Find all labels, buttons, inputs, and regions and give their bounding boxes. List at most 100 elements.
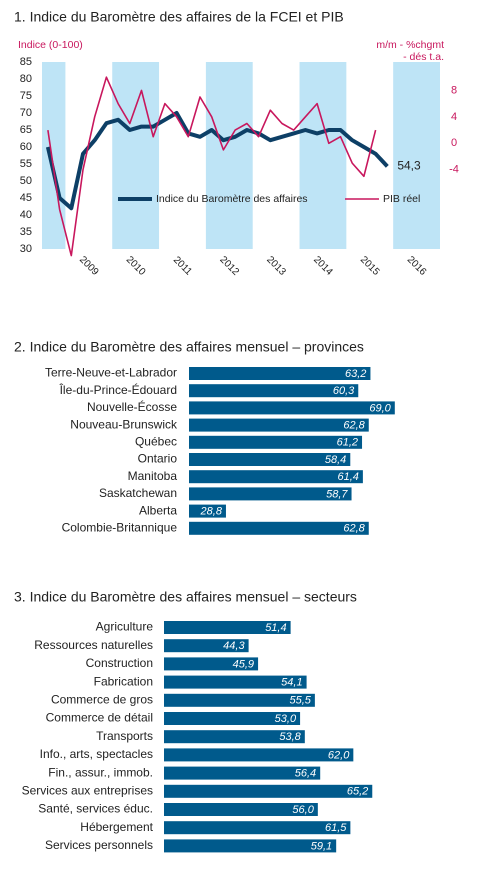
y2-tick-label: 8 — [451, 84, 457, 96]
y-tick-label: 45 — [20, 192, 32, 204]
bar — [164, 748, 354, 762]
bar — [164, 784, 373, 798]
category-label: Construction — [86, 656, 153, 670]
bar — [189, 418, 369, 432]
category-label: Alberta — [139, 503, 177, 517]
category-label: Commerce de détail — [46, 711, 153, 725]
value-label: 56,4 — [295, 768, 316, 780]
bar — [164, 730, 305, 744]
value-label: 62,8 — [343, 420, 365, 432]
value-label: 28,8 — [200, 506, 223, 518]
bar — [189, 521, 369, 535]
y-tick-label: 50 — [20, 175, 32, 187]
chart-title: 3. Indice du Baromètre des affaires mens… — [14, 589, 357, 605]
value-label: 61,4 — [337, 471, 358, 483]
category-label: Saskatchewan — [99, 486, 177, 500]
y-tick-label: 60 — [20, 141, 32, 153]
annotation: 54,3 — [397, 159, 421, 173]
x-tick-label: 2013 — [264, 254, 288, 278]
value-label: 53,0 — [275, 713, 297, 725]
value-label: 62,0 — [328, 749, 350, 761]
value-label: 62,8 — [343, 523, 365, 535]
category-label: Nouvelle-Écosse — [87, 399, 177, 414]
value-label: 65,2 — [347, 786, 368, 798]
year-shade — [205, 62, 253, 249]
category-label: Île-du-Prince-Édouard — [59, 382, 177, 397]
bar — [164, 621, 291, 634]
value-label: 61,2 — [337, 437, 358, 449]
y-tick-label: 40 — [20, 209, 32, 221]
value-label: 59,1 — [311, 840, 332, 852]
bar — [164, 712, 301, 725]
category-label: Colombie-Britannique — [62, 520, 178, 534]
category-label: Transports — [96, 729, 153, 743]
x-tick-label: 2010 — [124, 254, 148, 278]
category-label: Ontario — [138, 452, 178, 466]
bar — [189, 401, 395, 415]
series-line — [47, 76, 377, 257]
category-label: Ressources naturelles — [34, 638, 153, 652]
legend-label: PIB réel — [383, 193, 420, 205]
category-label: Terre-Neuve-et-Labrador — [45, 366, 177, 380]
value-label: 56,0 — [292, 804, 314, 816]
bar — [189, 487, 352, 501]
value-label: 51,4 — [265, 622, 286, 634]
y-tick-label: 85 — [20, 56, 32, 68]
bar — [164, 675, 307, 689]
category-label: Santé, services éduc. — [38, 802, 153, 816]
value-label: 58,4 — [325, 454, 346, 466]
value-label: 69,0 — [369, 402, 391, 414]
y2-tick-label: 4 — [451, 111, 457, 123]
category-label: Nouveau-Brunswick — [70, 417, 178, 431]
value-label: 53,8 — [279, 731, 301, 743]
chart-title: 1. Indice du Baromètre des affaires de l… — [14, 9, 344, 25]
bar — [189, 504, 226, 518]
y2-tick-label: 0 — [451, 137, 457, 149]
category-label: Fin., assur., immob. — [48, 765, 153, 779]
bar — [164, 839, 337, 853]
value-label: 54,1 — [281, 677, 302, 689]
bar — [164, 803, 318, 816]
chart-title: 2. Indice du Baromètre des affaires mens… — [14, 339, 364, 355]
bar — [189, 435, 363, 449]
bar — [164, 693, 315, 707]
legend-label: Indice du Baromètre des affaires — [156, 193, 308, 205]
category-label: Services personnels — [45, 838, 153, 852]
y2-tick-label: -4 — [449, 164, 459, 176]
bar — [189, 470, 363, 484]
bar — [189, 384, 359, 398]
bar — [164, 821, 351, 835]
bar — [164, 639, 249, 653]
y-tick-label: 30 — [20, 243, 32, 255]
bar — [189, 367, 371, 380]
x-tick-label: 2014 — [311, 254, 335, 278]
category-label: Commerce de gros — [51, 692, 153, 706]
y-tick-label: 70 — [20, 107, 32, 119]
category-label: Agriculture — [96, 620, 154, 634]
y-tick-label: 55 — [20, 158, 32, 170]
category-label: Info., arts, spectacles — [40, 747, 153, 761]
value-label: 44,3 — [223, 640, 245, 652]
x-tick-label: 2011 — [171, 255, 194, 278]
value-label: 58,7 — [326, 488, 348, 500]
category-label: Fabrication — [94, 674, 153, 688]
y2-axis-label: - dés t.a. — [403, 51, 444, 63]
category-label: Services aux entreprises — [22, 783, 153, 797]
y-tick-label: 75 — [20, 90, 32, 102]
value-label: 60,3 — [333, 385, 355, 397]
value-label: 63,2 — [345, 368, 366, 380]
y2-axis-label: m/m - %chgmt — [376, 39, 444, 51]
bar — [164, 657, 259, 671]
x-tick-label: 2016 — [405, 254, 429, 278]
year-shade — [112, 62, 160, 249]
x-tick-label: 2009 — [77, 254, 101, 278]
bar — [189, 453, 351, 466]
y-tick-label: 35 — [20, 226, 32, 238]
year-shade — [299, 62, 347, 249]
year-shade — [42, 62, 66, 249]
value-label: 55,5 — [289, 695, 311, 707]
x-tick-label: 2012 — [217, 254, 241, 278]
x-tick-label: 2015 — [358, 254, 382, 278]
category-label: Hébergement — [80, 820, 153, 834]
